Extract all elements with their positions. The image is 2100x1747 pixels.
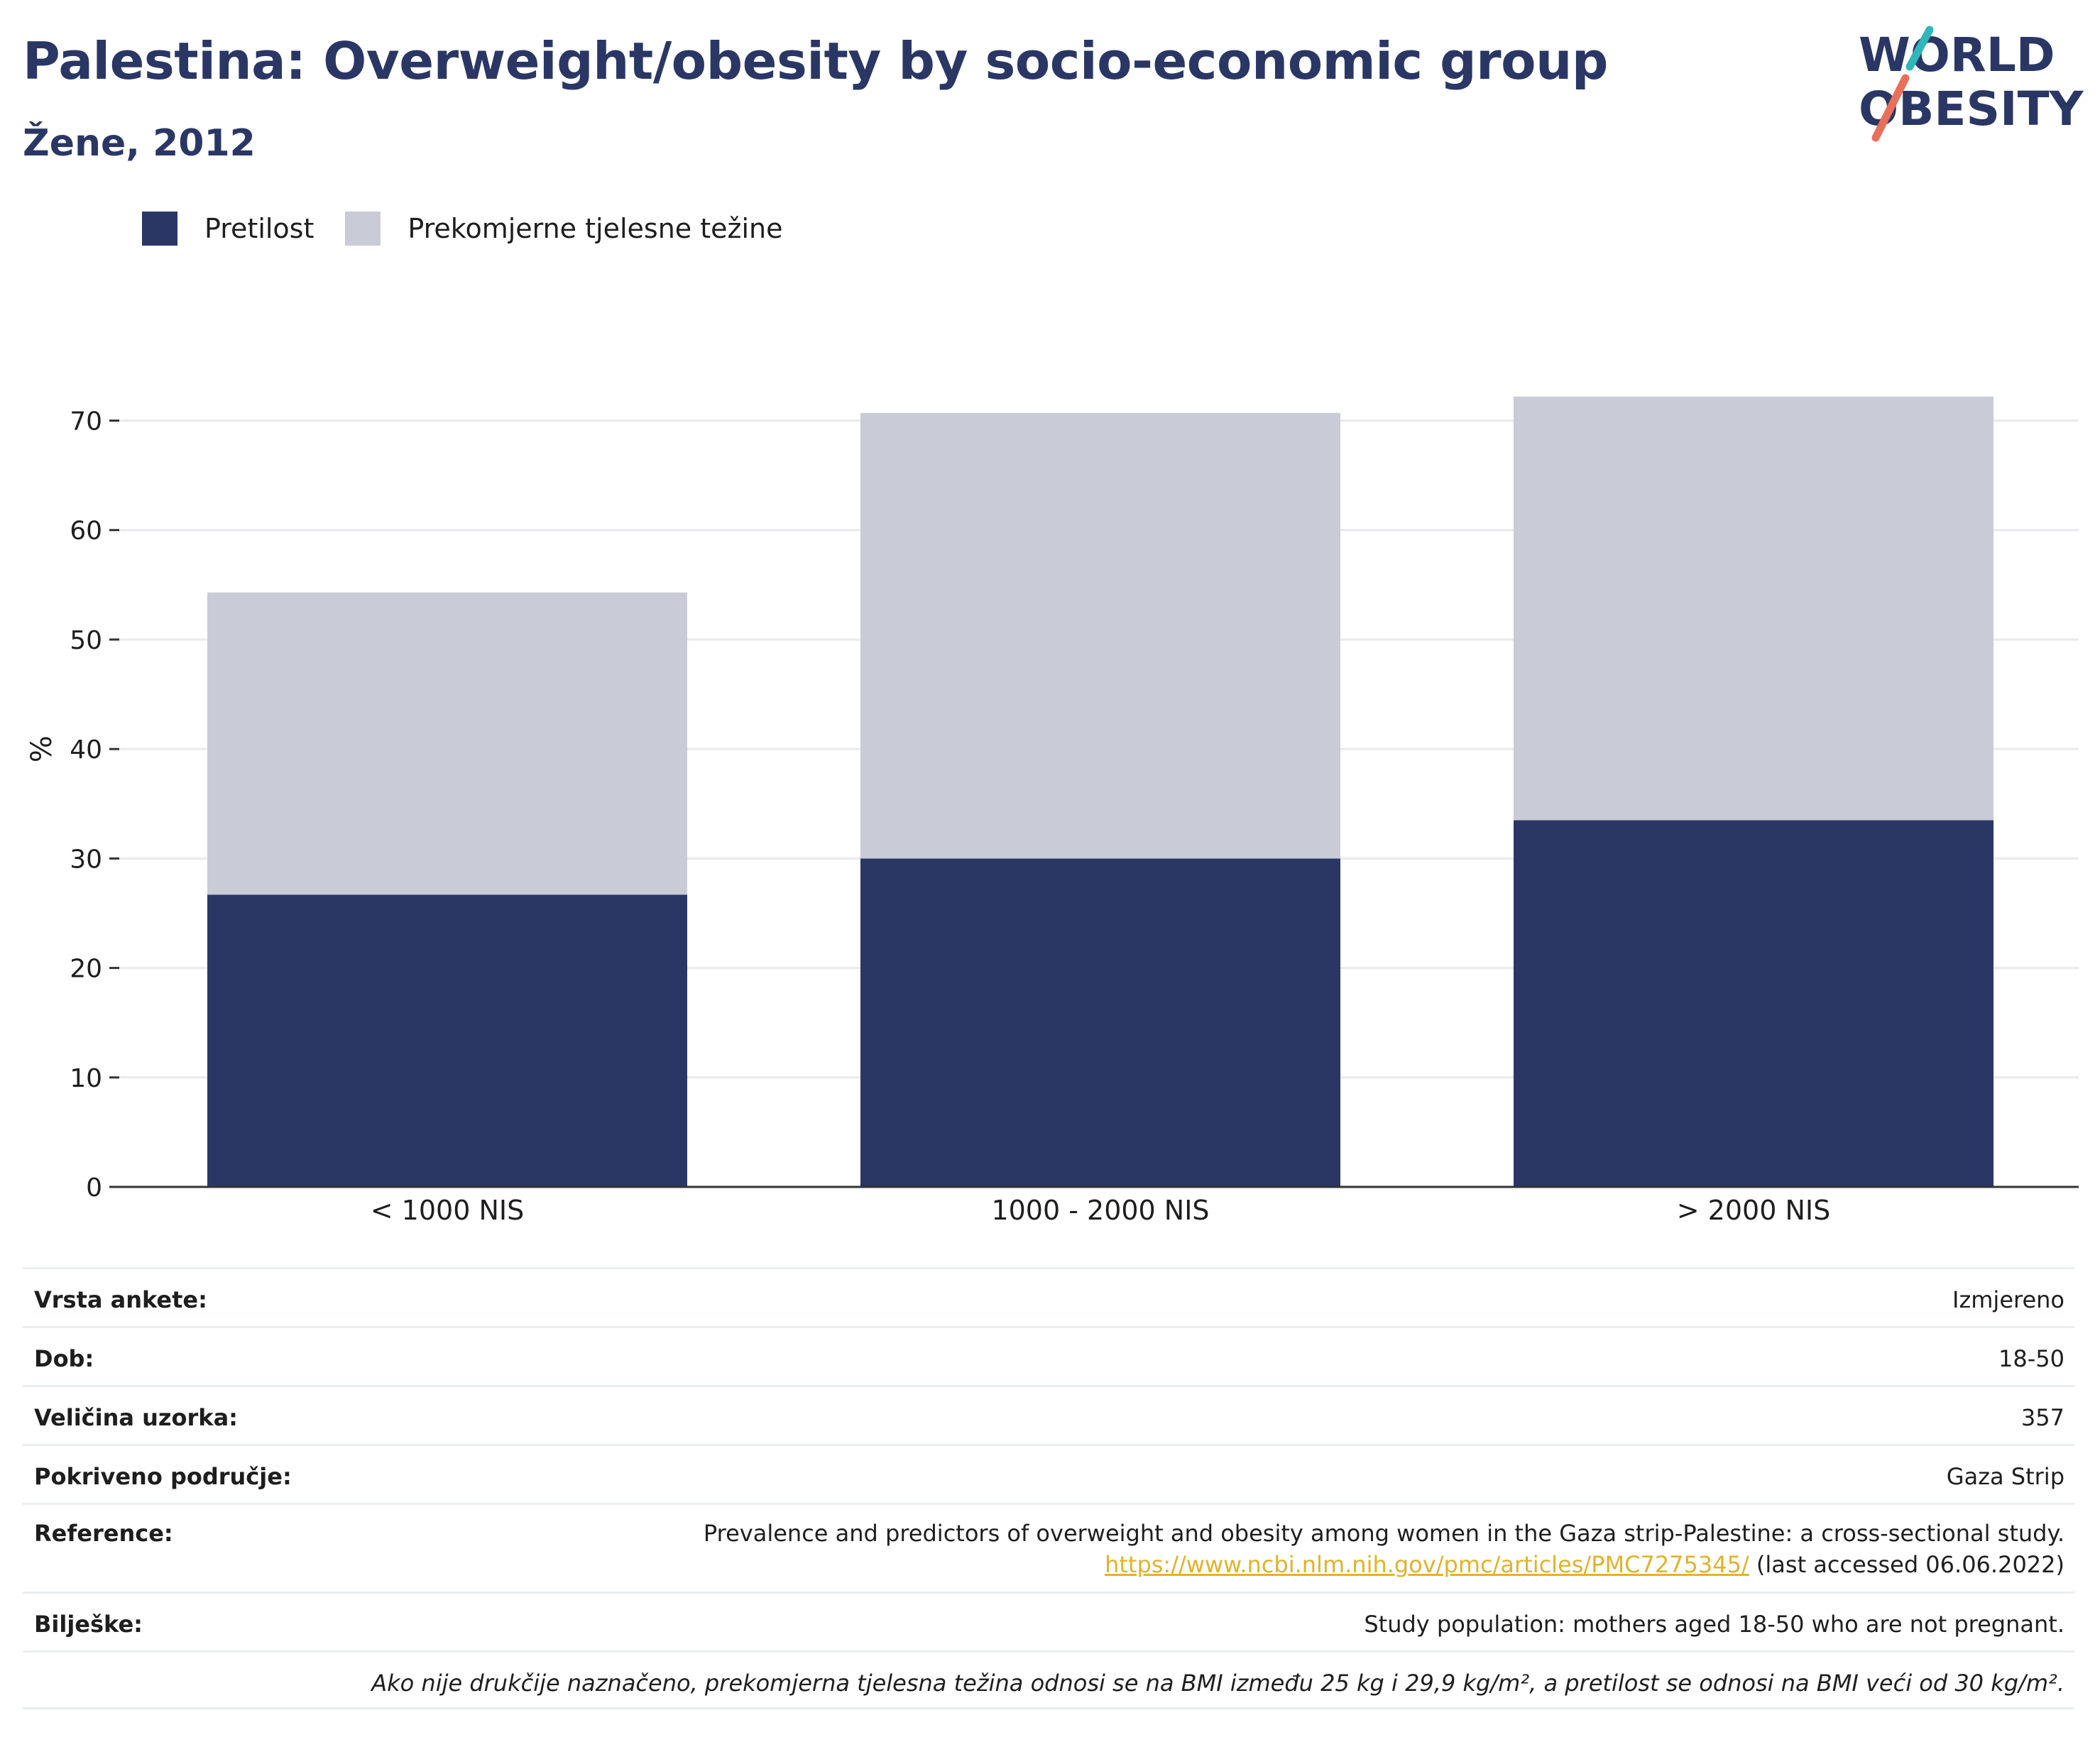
info-row-reference: Reference: Prevalence and predictors of … [23, 1503, 2074, 1592]
y-tick-label: 40 [70, 735, 102, 765]
survey-info-table: Vrsta ankete: Izmjereno Dob: 18-50 Velič… [23, 1267, 2074, 1709]
logo-slash-coral [1871, 74, 1910, 142]
bar-pretilost-0 [207, 894, 687, 1187]
bar-prekomjerne-0 [207, 592, 687, 895]
age-label: Dob: [34, 1345, 94, 1372]
footnote: Ako nije drukčije naznačeno, prekomjerna… [371, 1670, 2065, 1697]
sample-value: 357 [2020, 1404, 2065, 1431]
area-value: Gaza Strip [1946, 1463, 2065, 1490]
bar-pretilost-2 [1514, 820, 1994, 1187]
x-tick-label: > 2000 NIS [1677, 1195, 1830, 1226]
y-tick-label: 70 [70, 407, 102, 437]
legend-item-prekomjerne[interactable]: Prekomjerne tjelesne težine [345, 212, 783, 246]
chart-title: Palestina: Overweight/obesity by socio-e… [23, 31, 1608, 91]
y-tick-label: 0 [86, 1173, 102, 1203]
info-row-footnote: Ako nije drukčije naznačeno, prekomjerna… [23, 1650, 2074, 1709]
reference-label: Reference: [34, 1520, 173, 1547]
notes-value: Study population: mothers aged 18-50 who… [1364, 1611, 2065, 1638]
legend-label-pretilost: Pretilost [204, 213, 315, 244]
notes-label: Bilješke: [34, 1611, 143, 1638]
reference-value: Prevalence and predictors of overweight … [704, 1518, 2065, 1580]
y-tick-label: 60 [70, 517, 102, 546]
sample-label: Veličina uzorka: [34, 1404, 238, 1431]
bar-pretilost-1 [860, 858, 1340, 1187]
area-label: Pokriveno područje: [34, 1463, 292, 1490]
legend-label-prekomjerne: Prekomjerne tjelesne težine [408, 213, 783, 244]
legend-swatch-pretilost [142, 212, 177, 246]
y-axis-label: % [26, 735, 58, 762]
logo-line1: WORLD [1859, 28, 2055, 82]
info-row-age: Dob: 18-50 [23, 1326, 2074, 1385]
stacked-bar-chart: 0 10 20 30 40 50 60 70% < 1000 NIS 1000 - 2000 NI… [26, 396, 2079, 1226]
survey-value: Izmjereno [1952, 1286, 2065, 1313]
info-row-sample: Veličina uzorka: 357 [23, 1385, 2074, 1444]
legend-swatch-prekomjerne [345, 212, 381, 246]
y-tick-label: 20 [70, 955, 102, 984]
chart-subtitle: Žene, 2012 [23, 122, 256, 165]
x-tick-label: 1000 - 2000 NIS [991, 1195, 1209, 1226]
y-tick-label: 10 [70, 1064, 102, 1093]
chart-legend: Pretilost Prekomjerne tjelesne težine [142, 210, 814, 247]
age-value: 18-50 [1998, 1345, 2065, 1372]
info-row-notes: Bilješke: Study population: mothers aged… [23, 1592, 2074, 1650]
reference-text: Prevalence and predictors of overweight … [703, 1520, 2065, 1547]
reference-link[interactable]: https://www.ncbi.nlm.nih.gov/pmc/article… [1105, 1551, 1749, 1578]
x-tick-label: < 1000 NIS [371, 1195, 524, 1226]
logo-slash-teal [1905, 26, 1934, 71]
bar-prekomjerne-1 [860, 412, 1340, 859]
info-row-survey: Vrsta ankete: Izmjereno [23, 1267, 2074, 1326]
legend-item-pretilost[interactable]: Pretilost [142, 212, 314, 246]
y-tick-label: 30 [70, 845, 102, 874]
reference-accessed: (last accessed 06.06.2022) [1756, 1551, 2065, 1578]
world-obesity-logo: WORLD OBESITY [1859, 26, 2084, 142]
y-tick-label: 50 [70, 626, 102, 655]
info-row-area: Pokriveno područje: Gaza Strip [23, 1444, 2074, 1503]
survey-label: Vrsta ankete: [34, 1286, 207, 1313]
bar-prekomjerne-2 [1514, 396, 1994, 821]
